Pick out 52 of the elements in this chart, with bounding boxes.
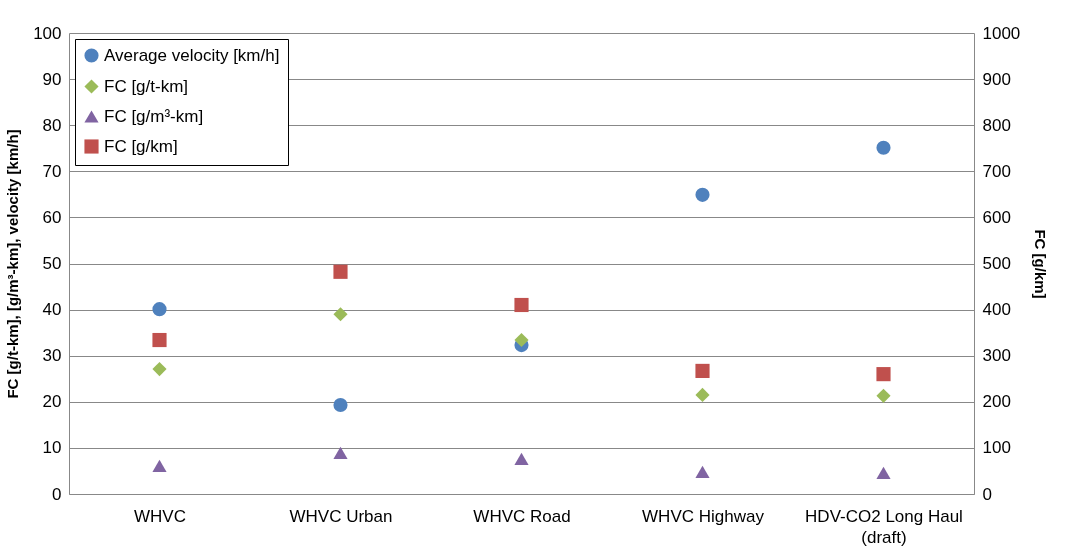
point bbox=[876, 466, 891, 479]
y-tick-label: 50 bbox=[42, 254, 62, 273]
y-tick-label: 0 bbox=[52, 484, 62, 504]
y2-tick-label: 400 bbox=[982, 300, 1011, 320]
point bbox=[876, 388, 891, 403]
y-tick-label: 90 bbox=[42, 69, 62, 89]
y2-tick-label: 0 bbox=[982, 484, 992, 504]
legend-label: FC [g/t-km] bbox=[104, 76, 189, 96]
point bbox=[152, 332, 167, 348]
y2-tick-label: 600 bbox=[982, 207, 1011, 227]
point bbox=[152, 459, 167, 472]
point bbox=[876, 367, 891, 382]
point bbox=[514, 452, 529, 466]
y-tick-label: 30 bbox=[42, 346, 62, 366]
point bbox=[695, 387, 710, 402]
y2-tick-label: 200 bbox=[982, 392, 1011, 412]
point bbox=[695, 465, 710, 478]
legend-label: FC [g/m³-km] bbox=[104, 106, 204, 126]
y-axis-title: FC [g/t-km], [g/m³-km], velocity [km/h] bbox=[4, 129, 22, 399]
point bbox=[152, 302, 167, 317]
y2-tick-label: 700 bbox=[982, 161, 1011, 181]
y-tick-label: 70 bbox=[42, 161, 62, 181]
legend-label: Average velocity [km/h] bbox=[104, 45, 280, 65]
y-tick-label: 40 bbox=[42, 300, 62, 320]
y-tick-label: 100 bbox=[33, 23, 62, 43]
point bbox=[333, 397, 348, 413]
legend-label: FC [g/km] bbox=[104, 136, 178, 156]
point bbox=[876, 140, 891, 155]
x-tick-label: WHVC Road bbox=[473, 506, 571, 526]
y-tick-label: 80 bbox=[42, 115, 62, 135]
y2-tick-label: 300 bbox=[982, 346, 1011, 366]
point bbox=[152, 362, 167, 377]
y-tick-label: 20 bbox=[42, 392, 62, 412]
point bbox=[514, 332, 529, 348]
y-tick-label: 60 bbox=[42, 207, 62, 227]
point bbox=[333, 307, 348, 322]
point bbox=[695, 363, 710, 378]
y2-tick-label: 900 bbox=[982, 69, 1011, 89]
point bbox=[695, 187, 710, 202]
y2-tick-label: 100 bbox=[982, 438, 1011, 458]
y2-tick-label: 800 bbox=[982, 115, 1011, 135]
x-tick-label: WHVC bbox=[134, 506, 186, 526]
point bbox=[333, 446, 348, 460]
y2-axis-title: FC [g/km] bbox=[1032, 229, 1050, 299]
y2-tick-label: 500 bbox=[982, 254, 1011, 273]
y2-tick-label: 1000 bbox=[982, 23, 1021, 43]
y-tick-label: 10 bbox=[42, 438, 62, 458]
point bbox=[333, 264, 348, 279]
point bbox=[514, 297, 529, 313]
x-tick-label: WHVC Highway bbox=[642, 506, 765, 526]
x-tick-label: HDV-CO2 Long Haul (draft) bbox=[805, 506, 963, 547]
x-tick-label: WHVC Urban bbox=[289, 506, 393, 526]
